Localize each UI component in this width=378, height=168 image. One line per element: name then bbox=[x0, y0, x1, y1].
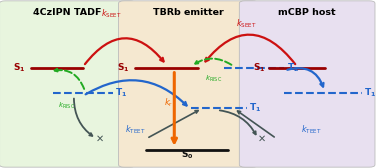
Text: $\mathbf{T_1}$: $\mathbf{T_1}$ bbox=[249, 101, 261, 114]
FancyArrowPatch shape bbox=[55, 69, 84, 89]
Text: TBRb emitter: TBRb emitter bbox=[153, 8, 224, 17]
FancyBboxPatch shape bbox=[119, 1, 258, 167]
Text: $k_{\rm SEET}$: $k_{\rm SEET}$ bbox=[236, 17, 257, 30]
Text: $\mathbf{S_1}$: $\mathbf{S_1}$ bbox=[117, 62, 130, 74]
Text: $k_{\rm TEET}$: $k_{\rm TEET}$ bbox=[125, 123, 146, 136]
Text: $k_{\rm r}$: $k_{\rm r}$ bbox=[164, 96, 174, 109]
FancyArrowPatch shape bbox=[206, 35, 295, 64]
FancyArrowPatch shape bbox=[195, 59, 231, 65]
FancyArrowPatch shape bbox=[287, 68, 324, 87]
FancyArrowPatch shape bbox=[220, 110, 256, 134]
Text: $k_{\rm TEET}$: $k_{\rm TEET}$ bbox=[302, 123, 322, 136]
FancyBboxPatch shape bbox=[0, 1, 135, 167]
Text: $k_{\rm SEET}$: $k_{\rm SEET}$ bbox=[101, 7, 121, 20]
FancyArrowPatch shape bbox=[85, 80, 187, 106]
Text: $\mathbf{S_0}$: $\mathbf{S_0}$ bbox=[181, 148, 194, 161]
Text: $k_{\rm RISC}$: $k_{\rm RISC}$ bbox=[58, 101, 75, 111]
Text: $\mathbf{T_2}$: $\mathbf{T_2}$ bbox=[287, 62, 299, 74]
Text: mCBP host: mCBP host bbox=[278, 8, 336, 17]
Text: $\mathbf{T_1}$: $\mathbf{T_1}$ bbox=[364, 87, 376, 99]
Text: ✕: ✕ bbox=[96, 134, 104, 144]
Text: 4CzIPN TADF: 4CzIPN TADF bbox=[33, 8, 102, 17]
Text: $\mathbf{S_1}$: $\mathbf{S_1}$ bbox=[253, 62, 265, 74]
FancyArrowPatch shape bbox=[74, 99, 92, 136]
Text: $\mathbf{T_1}$: $\mathbf{T_1}$ bbox=[115, 87, 127, 99]
Text: $\mathbf{S_1}$: $\mathbf{S_1}$ bbox=[13, 62, 26, 74]
FancyBboxPatch shape bbox=[239, 1, 375, 167]
FancyArrowPatch shape bbox=[85, 38, 164, 64]
Text: $k_{\rm RISC}$: $k_{\rm RISC}$ bbox=[205, 74, 222, 84]
Text: ✕: ✕ bbox=[257, 134, 266, 144]
